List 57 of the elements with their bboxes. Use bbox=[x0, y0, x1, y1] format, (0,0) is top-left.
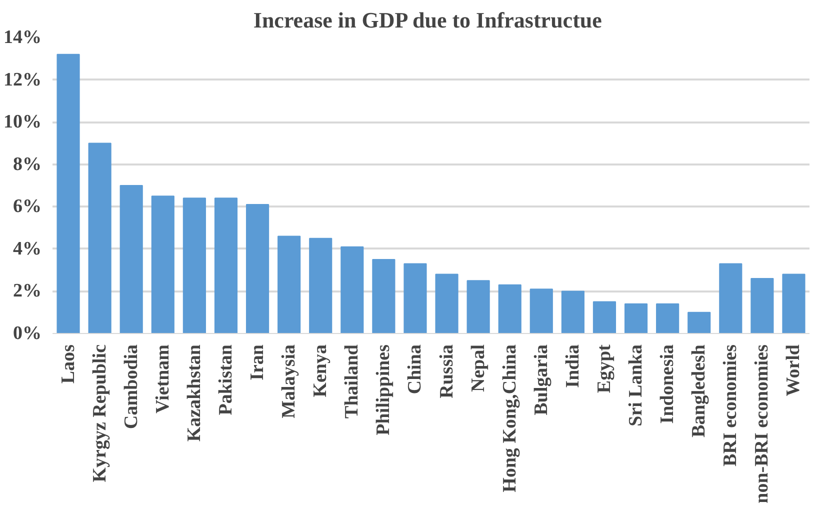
x-tick-label: Vietnam bbox=[152, 344, 174, 414]
x-tick-label: Pakistan bbox=[215, 344, 236, 416]
x-tick-label: Malaysia bbox=[278, 344, 300, 418]
bar bbox=[88, 142, 112, 334]
x-tick-label: Hong Kong,China bbox=[499, 344, 520, 492]
x-tick-label: non-BRI economies bbox=[752, 344, 773, 504]
bar bbox=[782, 274, 806, 334]
y-tick-label: 8% bbox=[13, 154, 42, 175]
bar bbox=[466, 280, 490, 334]
bar bbox=[372, 259, 396, 334]
x-tick-label: World bbox=[783, 344, 804, 396]
bar bbox=[120, 185, 143, 334]
y-tick-label: 0% bbox=[13, 323, 42, 344]
bar bbox=[404, 263, 427, 334]
x-tick-label: Kyrgyz Republic bbox=[89, 344, 110, 482]
chart-title: Increase in GDP due to Infrastructue bbox=[253, 8, 602, 32]
x-tick-label: Philippines bbox=[373, 344, 394, 436]
bar bbox=[498, 284, 522, 334]
x-tick-label: Iran bbox=[247, 344, 268, 380]
bar bbox=[309, 238, 332, 334]
x-tick-label: Sri Lanka bbox=[626, 344, 647, 426]
bar bbox=[278, 236, 301, 334]
x-tick-label: Indonesia bbox=[657, 344, 678, 424]
bar bbox=[214, 198, 238, 334]
x-tick-label: Russia bbox=[436, 344, 458, 398]
bar bbox=[656, 303, 680, 334]
x-tick-label: Cambodia bbox=[120, 344, 142, 429]
bar bbox=[561, 290, 584, 334]
x-tick-label: Thailand bbox=[342, 344, 363, 418]
x-tick-label: BRI economies bbox=[720, 344, 742, 466]
bar bbox=[56, 54, 80, 334]
bar bbox=[246, 204, 270, 334]
bar bbox=[151, 196, 174, 334]
bar bbox=[688, 312, 711, 334]
x-tick-label: Bangledesh bbox=[688, 344, 710, 438]
y-tick-label: 2% bbox=[13, 280, 42, 302]
x-tick-label: India bbox=[562, 344, 584, 388]
x-tick-label: Egypt bbox=[594, 344, 615, 394]
x-tick-label: Kazakhstan bbox=[184, 344, 205, 442]
y-tick-label: 12% bbox=[4, 69, 42, 90]
y-tick-label: 4% bbox=[13, 238, 42, 260]
bar bbox=[592, 301, 616, 334]
bar bbox=[750, 278, 774, 334]
x-tick-label: Bulgaria bbox=[530, 344, 552, 416]
bar bbox=[182, 198, 206, 334]
x-tick-label: Kenya bbox=[310, 344, 332, 398]
y-tick-label: 6% bbox=[13, 196, 42, 218]
bar bbox=[435, 274, 458, 334]
y-tick-label: 10% bbox=[4, 112, 42, 133]
bar bbox=[624, 303, 648, 334]
bar bbox=[340, 246, 364, 334]
y-tick-label: 14% bbox=[4, 27, 42, 48]
bar bbox=[530, 288, 553, 334]
x-tick-label: China bbox=[404, 344, 426, 394]
x-tick-label: Nepal bbox=[468, 344, 489, 392]
x-tick-label: Laos bbox=[58, 344, 79, 384]
bar bbox=[719, 263, 742, 334]
